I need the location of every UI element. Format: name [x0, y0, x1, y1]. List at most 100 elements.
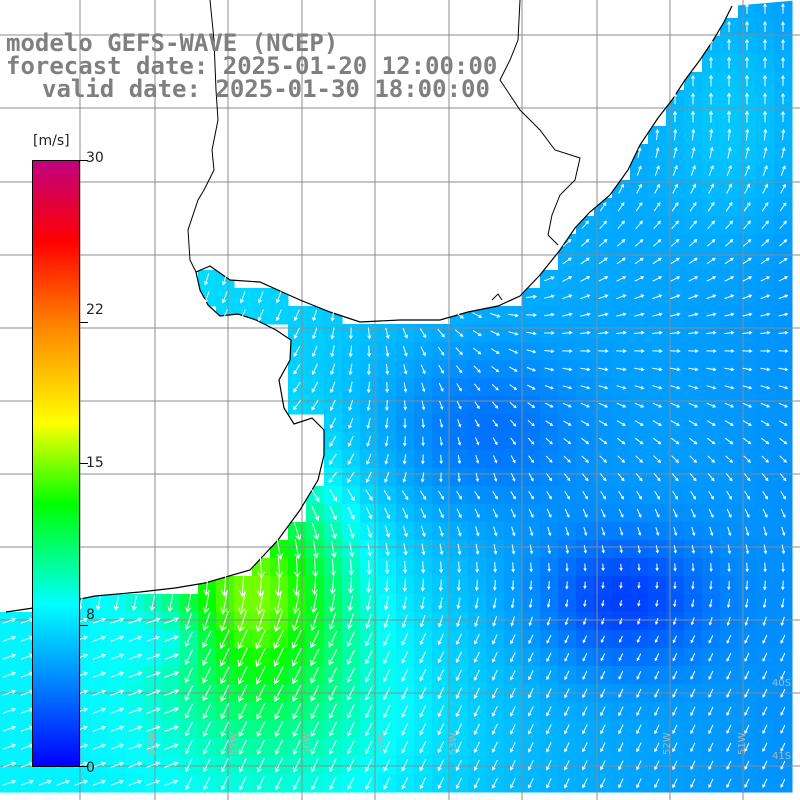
wind-arrow — [2, 653, 17, 660]
wind-arrow — [708, 724, 714, 735]
wind-arrow — [599, 473, 607, 482]
wind-arrow — [781, 526, 786, 537]
wind-arrow — [238, 684, 248, 703]
wind-arrow — [562, 239, 572, 247]
wind-arrow — [437, 723, 445, 736]
wind-arrow — [601, 545, 605, 554]
wind-arrow — [654, 165, 660, 176]
wind-arrow — [778, 367, 789, 372]
wind-arrow — [402, 596, 407, 611]
wind-arrow — [310, 648, 320, 667]
wind-arrow — [726, 778, 732, 789]
wind-arrow — [257, 309, 264, 322]
wind-arrow — [438, 382, 444, 392]
wind-arrow — [347, 722, 355, 737]
wind-arrow — [762, 490, 768, 500]
wind-arrow — [565, 599, 569, 608]
colorbar-tick-label: 22 — [86, 302, 104, 318]
wind-arrow — [420, 472, 425, 483]
wind-arrow — [528, 724, 534, 735]
wind-arrow — [128, 743, 143, 750]
wind-arrow — [708, 617, 713, 626]
wind-arrow — [92, 653, 107, 660]
wind-arrow — [779, 473, 787, 482]
wind-arrow — [601, 563, 605, 572]
wind-arrow — [528, 616, 533, 627]
wind-arrow — [762, 110, 768, 123]
wind-arrow — [202, 721, 211, 737]
wind-arrow — [329, 435, 337, 447]
wind-arrow — [544, 312, 555, 317]
colorbar — [32, 160, 80, 767]
wind-arrow — [673, 526, 678, 536]
wind-arrow — [437, 759, 445, 772]
colorbar-tick — [80, 766, 88, 767]
wind-arrow — [492, 651, 498, 663]
wind-arrow — [545, 455, 553, 463]
wind-arrow — [419, 705, 427, 718]
wind-arrow — [727, 128, 732, 141]
wind-arrow — [510, 473, 516, 482]
wind-arrow — [600, 760, 606, 771]
wind-arrow — [164, 743, 179, 750]
wind-arrow — [546, 688, 552, 699]
wind-arrow — [564, 742, 570, 753]
wind-arrow — [672, 110, 678, 123]
wind-arrow — [760, 349, 771, 353]
wind-arrow — [529, 544, 534, 555]
wind-arrow — [493, 544, 498, 555]
wind-arrow — [672, 688, 678, 699]
wind-arrow — [110, 635, 125, 642]
wind-arrow — [274, 574, 283, 597]
wind-arrow — [778, 349, 789, 353]
wind-arrow — [580, 420, 590, 426]
wind-arrow — [421, 561, 426, 574]
wind-arrow — [185, 758, 193, 773]
wind-arrow — [636, 742, 642, 753]
wind-arrow — [745, 526, 750, 537]
wind-arrow — [475, 455, 480, 464]
wind-arrow — [708, 490, 714, 500]
wind-arrow — [420, 579, 425, 592]
wind-arrow — [781, 128, 786, 141]
wind-arrow — [781, 38, 785, 50]
wind-arrow — [347, 577, 354, 594]
wind-arrow — [329, 399, 336, 412]
wind-arrow — [688, 349, 699, 353]
wind-arrow — [275, 776, 283, 791]
wind-arrow — [618, 778, 624, 789]
wind-arrow — [367, 327, 372, 340]
wind-arrow — [328, 488, 338, 502]
wind-arrow — [779, 220, 787, 229]
wind-arrow — [691, 146, 696, 159]
wind-arrow — [763, 580, 767, 591]
wind-arrow — [706, 437, 716, 445]
wind-arrow — [562, 402, 572, 408]
wind-arrow — [311, 505, 320, 522]
wind-arrow — [203, 291, 210, 304]
wind-arrow — [490, 348, 500, 354]
wind-arrow — [724, 420, 734, 426]
colorbar-tick-label: 30 — [86, 150, 104, 166]
wind-arrow — [690, 688, 696, 699]
wind-arrow — [600, 724, 606, 735]
wind-arrow — [744, 508, 750, 519]
wind-arrow — [439, 543, 444, 556]
wind-arrow — [526, 366, 537, 372]
wind-arrow — [110, 743, 125, 750]
wind-arrow — [330, 327, 335, 340]
wind-arrow — [202, 685, 212, 702]
wind-arrow — [598, 367, 609, 372]
wind-arrow — [617, 473, 625, 482]
wind-arrow — [439, 561, 444, 574]
wind-arrow — [475, 544, 480, 555]
wind-arrow — [670, 420, 681, 426]
wind-arrow — [580, 257, 590, 265]
wind-arrow — [401, 704, 409, 718]
wind-arrow — [365, 668, 373, 683]
wind-arrow — [384, 578, 390, 593]
wind-arrow — [706, 367, 717, 372]
wind-arrow — [708, 74, 714, 87]
wind-arrow — [456, 615, 462, 628]
wind-arrow — [528, 778, 534, 789]
